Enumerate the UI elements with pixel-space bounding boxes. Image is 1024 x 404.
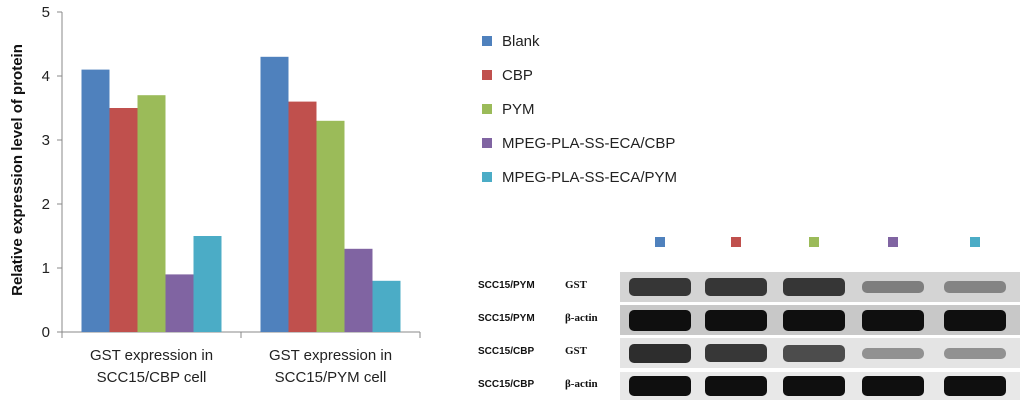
blot-cell-label: SCC15/PYM <box>478 313 535 324</box>
blot-band <box>705 278 767 296</box>
y-tick-label: 5 <box>42 4 50 21</box>
bar <box>165 274 194 332</box>
blot-band <box>783 376 845 396</box>
x-category-label: SCC15/CBP cell <box>97 369 207 386</box>
blot-panel <box>620 305 1020 335</box>
lane-marker <box>809 237 819 247</box>
blot-cell-label: SCC15/PYM <box>478 280 535 291</box>
blot-band <box>862 281 924 293</box>
legend-swatch <box>482 36 492 46</box>
blot-cell-label: SCC15/CBP <box>478 379 535 390</box>
legend-swatch <box>482 70 492 80</box>
lane-marker <box>888 237 898 247</box>
legend-item: MPEG-PLA-SS-ECA/PYM <box>482 166 677 188</box>
blot-band <box>629 278 691 296</box>
blot-band <box>629 344 691 363</box>
bar <box>344 248 373 332</box>
blot-marker-label: β-actin <box>565 312 598 324</box>
blot-cell-label: SCC15/CBP <box>478 346 535 357</box>
y-tick-label: 2 <box>42 196 50 213</box>
bar <box>316 120 345 332</box>
legend-swatch <box>482 172 492 182</box>
blot-band <box>629 376 691 396</box>
x-category-label: GST expression in <box>269 347 392 364</box>
x-axis: GST expression in SCC15/CBP cell GST expre… <box>61 331 421 386</box>
legend-label: CBP <box>502 66 533 84</box>
legend-label: MPEG-PLA-SS-ECA/PYM <box>502 168 678 186</box>
y-tick-label: 0 <box>42 324 50 341</box>
blot-band <box>862 348 924 359</box>
y-axis: 0 1 2 3 4 5 <box>42 4 63 341</box>
blot-panel <box>620 372 1020 400</box>
bar <box>81 69 110 332</box>
lane-marker <box>655 237 665 247</box>
bar <box>193 236 222 332</box>
blot-marker-label: GST <box>565 345 588 357</box>
blot-band <box>862 310 924 331</box>
blot-band <box>944 348 1006 359</box>
legend-item: PYM <box>482 98 535 120</box>
blot-band <box>783 310 845 331</box>
blot-band <box>705 310 767 331</box>
blot-band <box>944 281 1006 293</box>
bar <box>260 56 289 333</box>
blot-band <box>783 345 845 362</box>
blot-marker-label: β-actin <box>565 378 598 390</box>
lane-marker <box>970 237 980 247</box>
y-tick-label: 4 <box>42 68 50 85</box>
legend-item: CBP <box>482 64 533 86</box>
legend-item: Blank <box>482 30 540 52</box>
legend-label: Blank <box>502 32 540 50</box>
y-tick-label: 3 <box>42 132 50 149</box>
blot-band <box>783 278 845 296</box>
blot-band <box>944 376 1006 396</box>
bar <box>109 108 138 332</box>
blot-band <box>629 310 691 331</box>
legend-item: MPEG-PLA-SS-ECA/CBP <box>482 132 675 154</box>
bar <box>372 280 401 332</box>
y-axis-label: Relative expression level of protein <box>9 44 26 296</box>
blot-panel <box>620 338 1020 368</box>
x-category-label: SCC15/PYM cell <box>275 369 387 386</box>
legend-label: MPEG-PLA-SS-ECA/CBP <box>502 134 676 152</box>
legend-swatch <box>482 138 492 148</box>
blot-panel <box>620 272 1020 302</box>
bar <box>137 95 166 332</box>
legend-label: PYM <box>502 100 535 118</box>
blot-band <box>944 310 1006 331</box>
x-category-label: GST expression in <box>90 347 213 364</box>
lane-marker <box>731 237 741 247</box>
legend-swatch <box>482 104 492 114</box>
blot-band <box>705 344 767 362</box>
bars <box>81 56 401 333</box>
blot-marker-label: GST <box>565 279 588 291</box>
blot-band <box>862 376 924 396</box>
y-tick-label: 1 <box>42 260 50 277</box>
blot-band <box>705 376 767 396</box>
bar <box>288 101 317 332</box>
